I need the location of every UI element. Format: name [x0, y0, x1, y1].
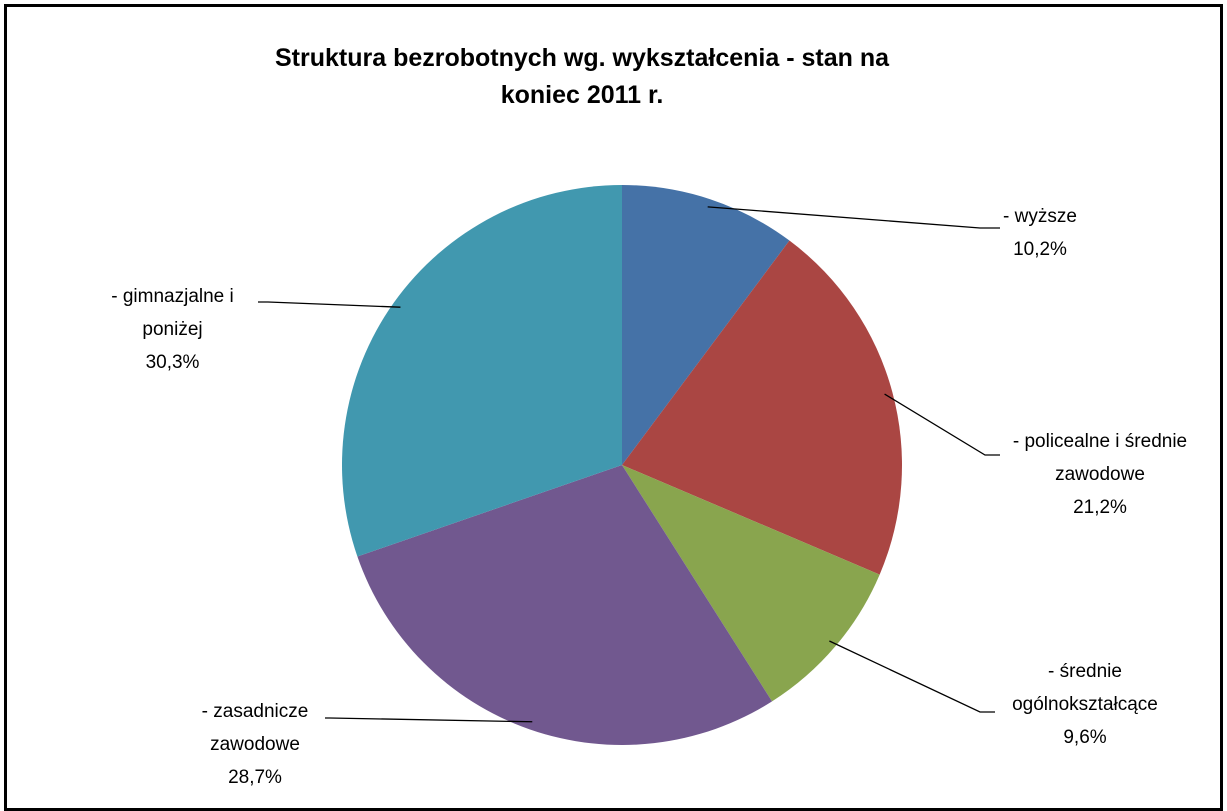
data-label: - średnie ogólnokształcące 9,6% [985, 655, 1185, 754]
data-label: - wyższe 10,2% [960, 200, 1120, 266]
chart-title: Struktura bezrobotnych wg. wykształcenia… [274, 44, 890, 109]
leader-line [258, 301, 401, 308]
pie-slice [357, 465, 773, 745]
leader-line [325, 717, 533, 723]
category-label: - policealne i średnie zawodowe [1012, 431, 1188, 485]
value-label: 9,6% [1063, 727, 1107, 748]
leader-line [829, 640, 995, 713]
category-label: - gimnazjalne i poniżej [111, 286, 234, 340]
value-label: 10,2% [1013, 239, 1067, 260]
pie-slice [622, 240, 902, 575]
data-label: - gimnazjalne i poniżej 30,3% [85, 280, 260, 379]
category-label: - średnie ogólnokształcące [1012, 661, 1158, 715]
data-label: - zasadnicze zawodowe 28,7% [175, 695, 335, 794]
value-label: 28,7% [228, 767, 282, 788]
category-label: - zasadnicze zawodowe [201, 701, 309, 755]
pie-slice [622, 465, 880, 702]
leader-line [884, 393, 1000, 456]
chart-border [4, 4, 1223, 811]
pie-slice [622, 185, 790, 465]
category-label: - wyższe [1003, 206, 1077, 227]
pie-slice [341, 185, 622, 557]
value-label: 30,3% [145, 352, 200, 373]
data-label: - policealne i średnie zawodowe 21,2% [995, 425, 1205, 524]
leader-line [707, 206, 1000, 229]
value-label: 21,2% [1073, 497, 1127, 518]
